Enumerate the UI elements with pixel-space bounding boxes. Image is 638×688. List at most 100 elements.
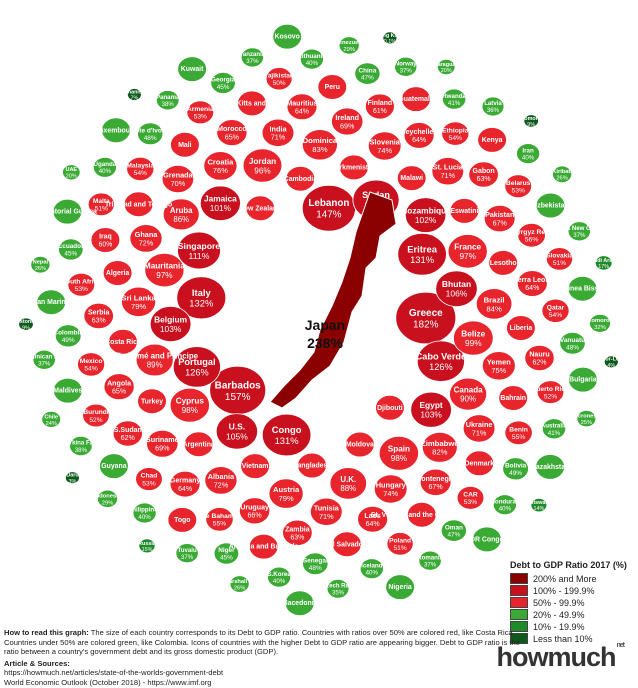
country-name: Dominica <box>303 136 338 145</box>
country-name: Togo <box>174 517 190 524</box>
country-shapes <box>18 23 619 616</box>
country-shape <box>67 272 96 297</box>
country-shape <box>483 205 516 233</box>
country-name: St. Vincent and the Grenadines <box>371 512 473 519</box>
country-name: Romania <box>417 555 443 562</box>
country-shape <box>317 74 348 100</box>
country-value: 83% <box>312 145 328 154</box>
country-shape <box>375 394 405 421</box>
country-shape <box>137 122 164 146</box>
country-name: Guyana <box>101 463 126 470</box>
country-shape <box>449 377 488 411</box>
country-value: 98% <box>391 454 407 463</box>
country-value: 72% <box>139 238 154 247</box>
country-shape <box>167 507 198 533</box>
country-name: Belarus <box>506 180 531 187</box>
country-value: 3% <box>69 479 77 485</box>
legend-item: 200% and More <box>510 573 628 584</box>
source-link-1[interactable]: https://howmuch.net/articles/state-of-th… <box>4 668 224 678</box>
country-name: Rwanda <box>442 93 466 100</box>
country-name: Jordan <box>249 157 276 166</box>
country-value: 74% <box>377 146 392 155</box>
country-value: 9% <box>527 122 535 128</box>
country-value: 20% <box>441 68 452 74</box>
country-name: São Tomé and Príncipe <box>111 352 198 361</box>
country-name: New Zealand <box>239 205 281 212</box>
country-name: UAE <box>65 167 77 173</box>
country-name: Indonesia <box>94 494 122 500</box>
country-shape <box>421 431 458 463</box>
country-shape <box>536 380 565 404</box>
country-shape <box>498 385 529 411</box>
country-shape <box>177 56 207 82</box>
country-shape <box>32 349 56 370</box>
country-name: Guinea Bissau <box>559 286 607 293</box>
country-name: Saint Kitts and Nevis <box>218 101 287 108</box>
country-value: 55% <box>512 434 525 441</box>
country-shape <box>332 531 362 557</box>
country-value: 38% <box>75 447 88 454</box>
country-name: El Salvador <box>328 541 366 548</box>
country-value: 20% <box>66 174 77 180</box>
country-name: Croatia <box>207 157 234 166</box>
country-name: Norway <box>395 61 418 68</box>
country-name: Hong Kong <box>375 33 404 39</box>
country-shape <box>302 552 329 575</box>
country-shape <box>138 538 156 554</box>
country-shape <box>53 377 83 404</box>
country-shape <box>169 387 210 423</box>
country-name: St. Lucia <box>433 163 464 172</box>
country-shape <box>386 532 414 556</box>
country-value: 84% <box>486 304 502 313</box>
country-shape <box>329 467 367 500</box>
country-name: Eritrea <box>407 244 437 255</box>
country-name: Austria <box>273 485 300 494</box>
country-value: 147% <box>316 210 341 221</box>
country-name: Bangladesh <box>292 463 331 470</box>
country-name: Peru <box>325 84 340 91</box>
country-shape <box>594 255 613 271</box>
japan-value: 238% <box>307 335 343 351</box>
country-shape <box>41 410 62 428</box>
footer: How to read this graph: The size of each… <box>4 628 524 688</box>
country-name: Sri Lanka <box>122 293 157 302</box>
country-name: Bahrain <box>500 395 526 402</box>
country-shape <box>161 164 195 193</box>
country-shape <box>516 270 548 297</box>
country-shape <box>121 286 157 317</box>
country-value: 71% <box>440 171 455 180</box>
country-shape <box>603 355 619 369</box>
country-name: Egypt <box>419 400 442 410</box>
country-name: Lithuania <box>298 53 326 60</box>
country-shape <box>488 250 519 276</box>
country-shape <box>267 566 292 588</box>
legend-label: 100% - 199.9% <box>533 585 595 596</box>
country-name: Philippines <box>128 507 162 514</box>
legend-item: 100% - 199.9% <box>510 585 628 596</box>
country-name: Botswana <box>526 500 552 506</box>
country-name: Cabo Verde <box>416 351 467 361</box>
country-shape <box>18 317 34 331</box>
country-name: San Marino <box>33 299 70 306</box>
country-shape <box>567 275 598 302</box>
country-shape <box>126 156 155 181</box>
country-value: 37% <box>246 58 259 65</box>
country-name: Venezuela <box>335 40 364 46</box>
country-shape <box>416 340 465 382</box>
country-name: Nigeria <box>388 584 412 591</box>
country-name: U.K. <box>340 475 356 484</box>
country-value: 66% <box>247 512 262 520</box>
country-name: Tunisia <box>314 503 340 512</box>
country-name: U.S. <box>229 422 246 432</box>
country-shape <box>468 161 499 188</box>
country-name: South Africa <box>62 278 102 285</box>
country-name: Dominican Rep. <box>21 354 67 361</box>
country-value: 51% <box>95 206 108 213</box>
country-name: Laos <box>364 513 380 520</box>
country-name: Latvia <box>484 100 502 107</box>
country-value: 70% <box>171 179 186 188</box>
country-name: Seychelles <box>401 129 437 136</box>
country-value: 26% <box>556 176 567 182</box>
country-value: 41% <box>548 430 561 437</box>
country-name: Honduras <box>490 499 519 506</box>
